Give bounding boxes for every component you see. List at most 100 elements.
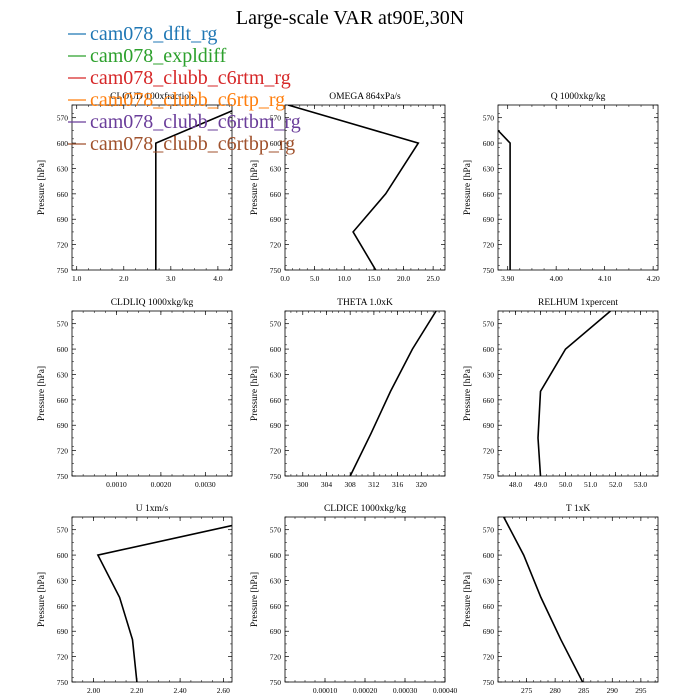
y-axis-label: Pressure [hPa]: [37, 160, 47, 215]
profile-line: [349, 311, 437, 476]
x-tick-label: 2.00: [87, 686, 100, 695]
y-tick-label: 720: [483, 241, 495, 250]
profile-line: [96, 524, 232, 682]
y-tick-label: 600: [57, 551, 69, 560]
x-tick-label: 308: [345, 480, 357, 489]
y-tick-label: 600: [270, 345, 282, 354]
panel-title: CLDICE 1000xkg/kg: [324, 504, 406, 514]
panel-title: RELHUM 1xpercent: [538, 298, 618, 308]
plot-frame: [71, 104, 233, 271]
y-tick-label: 660: [57, 602, 69, 611]
x-tick-label: 316: [392, 480, 404, 489]
y-tick-label: 750: [270, 266, 282, 275]
y-tick-label: 690: [57, 421, 69, 430]
x-tick-label: 4.0: [213, 274, 223, 283]
y-tick-label: 630: [270, 576, 282, 585]
y-tick-label: 660: [483, 190, 495, 199]
x-tick-label: 285: [578, 686, 590, 695]
y-tick-label: 720: [57, 241, 69, 250]
y-tick-label: 720: [483, 653, 495, 662]
y-tick-label: 600: [57, 345, 69, 354]
y-tick-label: 570: [270, 320, 282, 329]
legend-item-cam078-clubb-c6rtbm-rg: cam078_clubb_c6rtbm_rg: [90, 111, 301, 133]
plot-frame: [284, 310, 446, 477]
y-axis-label: Pressure [hPa]: [463, 160, 473, 215]
x-tick-label: 0.00030: [393, 686, 418, 695]
legend-item-cam078-expldiff: cam078_expldiff: [90, 45, 227, 67]
y-tick-label: 750: [57, 266, 69, 275]
y-axis-label: Pressure [hPa]: [250, 366, 260, 421]
x-tick-label: 15.0: [367, 274, 380, 283]
plot-frame: [71, 516, 233, 683]
panel-title: CLDLIQ 1000xkg/kg: [111, 298, 194, 308]
plot-frame: [497, 516, 659, 683]
x-tick-label: 304: [321, 480, 333, 489]
panel-cloud: CLOUD 100xfraction Pressure [hPa] 570 600 63…: [37, 91, 233, 283]
x-tick-label: 49.0: [534, 480, 547, 489]
panel-relhum: RELHUM 1xpercent Pressure [hPa] 570 600 630 6…: [463, 298, 659, 489]
y-tick-label: 570: [270, 114, 282, 123]
y-tick-label: 570: [270, 526, 282, 535]
x-tick-label: 0.0: [280, 274, 290, 283]
panel-title: THETA 1.0xK: [337, 298, 393, 308]
plot-frame: [284, 104, 446, 271]
x-tick-label: 4.20: [647, 274, 660, 283]
y-axis-label: Pressure [hPa]: [250, 160, 260, 215]
y-tick-label: 690: [270, 421, 282, 430]
x-tick-label: 3.0: [166, 274, 176, 283]
x-tick-label: 295: [635, 686, 647, 695]
y-axis-label: Pressure [hPa]: [37, 366, 47, 421]
y-tick-label: 570: [483, 114, 495, 123]
x-tick-label: 5.0: [310, 274, 320, 283]
panel-grid: CLOUD 100xfraction Pressure [hPa] 570 600 63…: [37, 91, 660, 695]
y-tick-label: 750: [483, 266, 495, 275]
x-tick-label: 52.0: [609, 480, 622, 489]
y-tick-label: 720: [270, 241, 282, 250]
x-tick-label: 0.0020: [151, 480, 172, 489]
x-tick-label: 290: [607, 686, 619, 695]
y-tick-label: 630: [57, 576, 69, 585]
y-tick-label: 570: [57, 320, 69, 329]
y-tick-label: 600: [483, 345, 495, 354]
y-axis-label: Pressure [hPa]: [37, 572, 47, 627]
x-tick-label: 0.00020: [353, 686, 378, 695]
y-tick-label: 750: [483, 472, 495, 481]
profile-line: [537, 311, 612, 476]
y-tick-label: 750: [270, 472, 282, 481]
profile-line: [287, 105, 420, 270]
panel-title: U 1xm/s: [136, 504, 169, 514]
y-tick-label: 720: [57, 653, 69, 662]
y-tick-label: 720: [483, 447, 495, 456]
y-tick-label: 690: [483, 215, 495, 224]
y-tick-label: 630: [270, 370, 282, 379]
x-tick-label: 0.00010: [313, 686, 338, 695]
y-tick-label: 570: [483, 320, 495, 329]
panel-title: Q 1000xkg/kg: [551, 92, 606, 102]
x-tick-label: 53.0: [634, 480, 647, 489]
x-tick-label: 2.60: [217, 686, 230, 695]
plot-frame: [497, 104, 659, 271]
y-tick-label: 750: [57, 678, 69, 687]
y-tick-label: 690: [270, 627, 282, 636]
x-tick-label: 25.0: [427, 274, 440, 283]
x-tick-label: 4.00: [550, 274, 563, 283]
y-tick-label: 660: [270, 396, 282, 405]
y-tick-label: 720: [57, 447, 69, 456]
panel-theta: THETA 1.0xK Pressure [hPa] 570 600 630 660 690…: [250, 298, 446, 489]
y-tick-label: 630: [57, 164, 69, 173]
y-tick-label: 660: [270, 190, 282, 199]
x-tick-label: 0.0030: [195, 480, 216, 489]
x-tick-label: 20.0: [397, 274, 410, 283]
y-axis-label: Pressure [hPa]: [250, 572, 260, 627]
x-tick-label: 2.40: [174, 686, 187, 695]
y-tick-label: 630: [57, 370, 69, 379]
y-tick-label: 690: [270, 215, 282, 224]
x-tick-label: 320: [416, 480, 428, 489]
y-tick-label: 630: [483, 370, 495, 379]
x-tick-label: 51.0: [584, 480, 597, 489]
x-tick-label: 2.0: [119, 274, 129, 283]
panel-title: OMEGA 864xPa/s: [329, 92, 401, 102]
y-tick-label: 660: [57, 396, 69, 405]
